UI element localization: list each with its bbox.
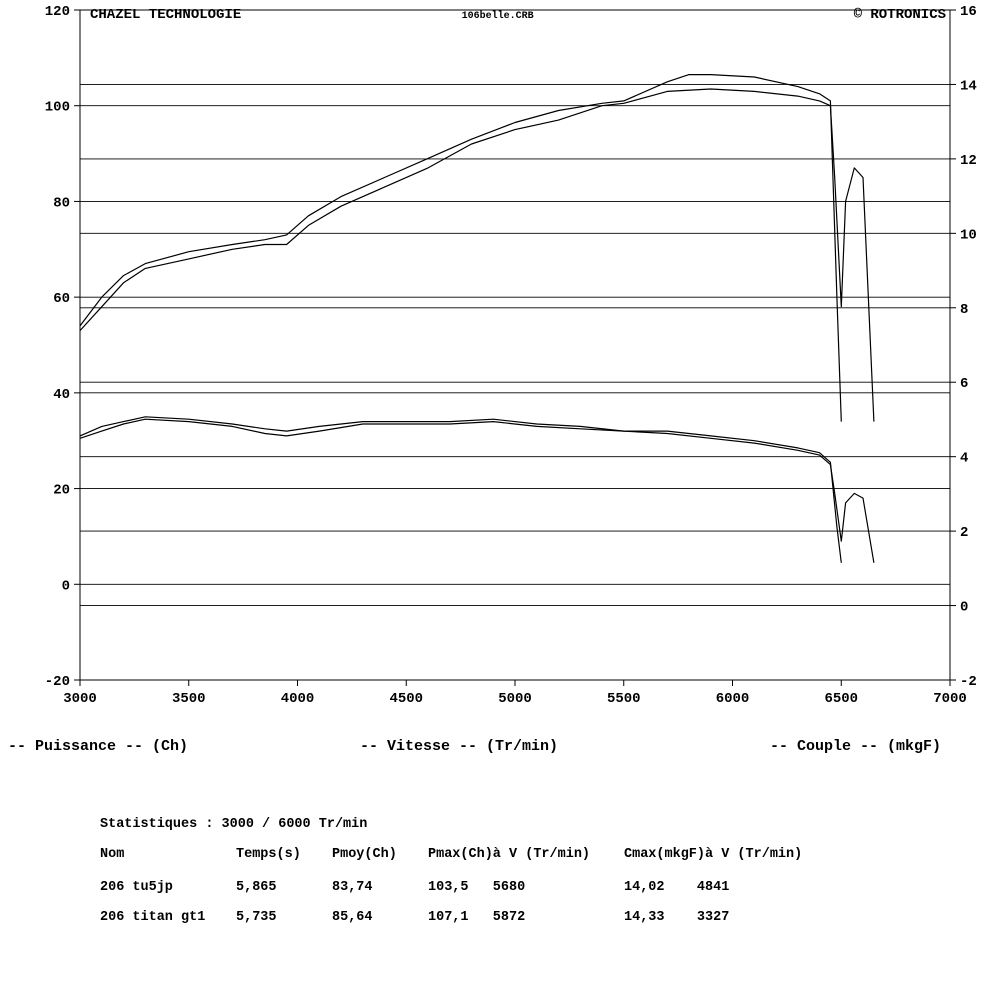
- svg-text:7000: 7000: [933, 691, 967, 707]
- stats-col-header: Pmoy(Ch): [332, 840, 428, 874]
- svg-text:6000: 6000: [716, 691, 750, 707]
- stats-table: NomTemps(s)Pmoy(Ch)Pmax(Ch)à V (Tr/min)C…: [100, 840, 840, 933]
- svg-text:-20: -20: [45, 674, 70, 690]
- svg-text:10: 10: [960, 227, 977, 243]
- y-right-axis-label: -- Couple -- (mkgF): [770, 738, 941, 755]
- stats-row: 206 tu5jp5,86583,74103,5 568014,02 4841: [100, 873, 840, 903]
- svg-text:5500: 5500: [607, 691, 641, 707]
- svg-text:40: 40: [53, 387, 70, 403]
- y-left-axis-label: -- Puissance -- (Ch): [8, 738, 188, 755]
- chart-svg: -20020406080100120-202468101214163000350…: [0, 0, 1000, 720]
- svg-text:14: 14: [960, 78, 977, 94]
- stats-cell: 5,735: [236, 903, 332, 933]
- svg-text:CHAZEL TECHNOLOGIE: CHAZEL TECHNOLOGIE: [90, 7, 241, 23]
- stats-header-row: NomTemps(s)Pmoy(Ch)Pmax(Ch)à V (Tr/min)C…: [100, 840, 840, 874]
- stats-row: 206 titan gt15,73585,64107,1 587214,33 3…: [100, 903, 840, 933]
- stats-col-header: Cmax(mkgF)à V (Tr/min): [624, 840, 840, 874]
- series-power-a: [80, 89, 874, 422]
- svg-text:© ROTRONICS: © ROTRONICS: [854, 7, 946, 23]
- svg-text:4500: 4500: [389, 691, 423, 707]
- stats-title: Statistiques : 3000 / 6000 Tr/min: [100, 810, 900, 840]
- stats-cell: 103,5 5680: [428, 873, 624, 903]
- svg-text:120: 120: [45, 4, 70, 20]
- x-axis-label: -- Vitesse -- (Tr/min): [360, 738, 558, 755]
- stats-col-header: Pmax(Ch)à V (Tr/min): [428, 840, 624, 874]
- series-power-b: [80, 75, 841, 422]
- stats-cell: 83,74: [332, 873, 428, 903]
- stats-cell: 85,64: [332, 903, 428, 933]
- svg-text:8: 8: [960, 302, 968, 318]
- svg-text:2: 2: [960, 525, 968, 541]
- svg-text:80: 80: [53, 195, 70, 211]
- svg-text:4: 4: [960, 451, 968, 467]
- svg-text:6: 6: [960, 376, 968, 392]
- svg-text:3500: 3500: [172, 691, 206, 707]
- svg-text:4000: 4000: [281, 691, 315, 707]
- stats-cell: 107,1 5872: [428, 903, 624, 933]
- svg-text:106belle.CRB: 106belle.CRB: [462, 10, 534, 22]
- series-torque-b: [80, 417, 841, 563]
- svg-text:0: 0: [62, 578, 70, 594]
- stats-col-header: Nom: [100, 840, 236, 874]
- svg-text:6500: 6500: [824, 691, 858, 707]
- svg-text:5000: 5000: [498, 691, 532, 707]
- stats-cell: 14,02 4841: [624, 873, 840, 903]
- stats-cell: 5,865: [236, 873, 332, 903]
- svg-text:20: 20: [53, 483, 70, 499]
- stats-col-header: Temps(s): [236, 840, 332, 874]
- statistics-block: Statistiques : 3000 / 6000 Tr/min NomTem…: [100, 810, 900, 933]
- svg-text:0: 0: [960, 600, 968, 616]
- dyno-chart: -20020406080100120-202468101214163000350…: [0, 0, 1000, 700]
- stats-cell: 206 titan gt1: [100, 903, 236, 933]
- svg-text:60: 60: [53, 291, 70, 307]
- svg-text:-2: -2: [960, 674, 977, 690]
- svg-text:12: 12: [960, 153, 977, 169]
- svg-text:100: 100: [45, 100, 70, 116]
- stats-cell: 14,33 3327: [624, 903, 840, 933]
- svg-text:3000: 3000: [63, 691, 97, 707]
- svg-text:16: 16: [960, 4, 977, 20]
- stats-cell: 206 tu5jp: [100, 873, 236, 903]
